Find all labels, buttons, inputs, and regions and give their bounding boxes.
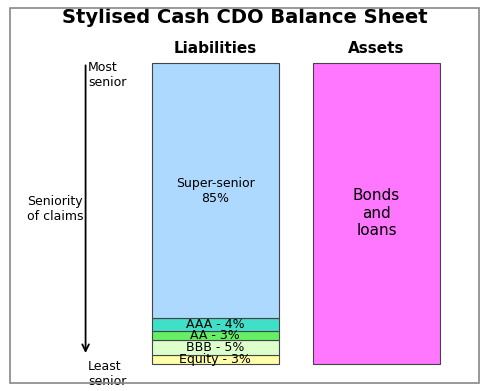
Text: AA - 3%: AA - 3% bbox=[190, 328, 240, 341]
Text: Seniority
of claims: Seniority of claims bbox=[26, 195, 83, 223]
Text: AAA - 4%: AAA - 4% bbox=[185, 318, 244, 331]
Text: Most
senior: Most senior bbox=[88, 61, 126, 89]
Bar bbox=[151, 339, 278, 355]
Bar bbox=[151, 355, 278, 364]
Text: BBB - 5%: BBB - 5% bbox=[185, 341, 244, 353]
Text: Bonds
and
loans: Bonds and loans bbox=[352, 188, 399, 238]
Bar bbox=[151, 318, 278, 330]
Text: Equity - 3%: Equity - 3% bbox=[179, 353, 250, 366]
Text: Super-senior
85%: Super-senior 85% bbox=[175, 176, 254, 204]
Bar bbox=[312, 63, 439, 364]
Text: Least
senior: Least senior bbox=[88, 360, 126, 388]
Text: Stylised Cash CDO Balance Sheet: Stylised Cash CDO Balance Sheet bbox=[61, 8, 427, 27]
Text: Liabilities: Liabilities bbox=[173, 41, 256, 56]
Bar bbox=[151, 63, 278, 318]
Bar bbox=[151, 330, 278, 339]
Text: Assets: Assets bbox=[347, 41, 404, 56]
